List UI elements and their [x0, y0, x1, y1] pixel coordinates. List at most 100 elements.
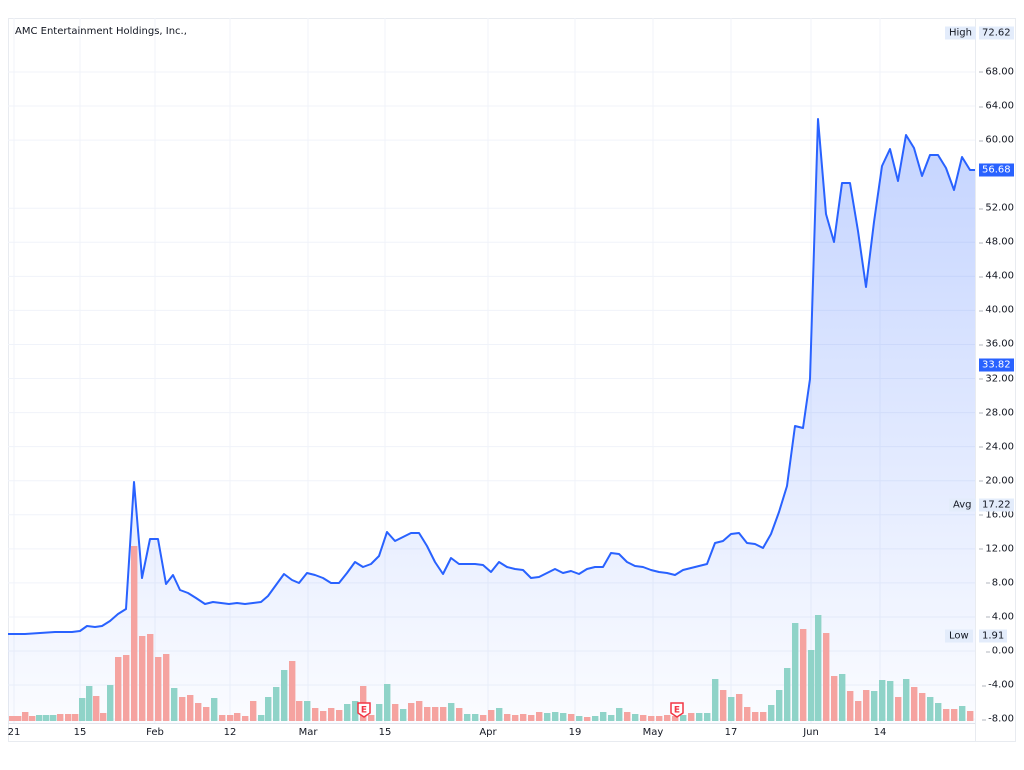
volume-bar — [752, 712, 759, 721]
volume-bar — [416, 701, 423, 721]
volume-bar — [344, 704, 351, 721]
volume-bar — [211, 698, 218, 721]
volume-bar — [9, 716, 16, 721]
volume-bar — [273, 687, 280, 721]
volume-bar — [250, 701, 257, 721]
y-tick-label: 64.00 — [979, 100, 1014, 112]
volume-bar — [831, 676, 838, 721]
x-tick-label: Apr — [479, 727, 497, 738]
volume-bar — [720, 690, 727, 721]
volume-bar — [368, 715, 375, 721]
volume-bar — [927, 697, 934, 721]
volume-bar — [115, 657, 122, 721]
avg-value: 17.22 — [979, 498, 1014, 512]
volume-bar — [36, 715, 43, 721]
volume-bar — [736, 694, 743, 721]
x-tick-label: 15 — [73, 727, 87, 738]
volume-bar — [680, 715, 687, 721]
volume-bar — [664, 715, 671, 721]
x-tick-label: 15 — [378, 727, 392, 738]
volume-bar — [432, 707, 439, 721]
volume-bar — [50, 715, 57, 721]
volume-bar — [163, 654, 170, 721]
high-label: High — [945, 26, 976, 40]
volume-bar — [448, 703, 455, 721]
volume-bar — [79, 698, 86, 721]
volume-bar — [528, 715, 535, 721]
y-tick-label: 28.00 — [979, 407, 1014, 419]
volume-bar — [552, 712, 559, 721]
y-tick-label: 44.00 — [979, 270, 1014, 282]
x-tick-label: 12 — [223, 727, 237, 738]
volume-bar — [800, 629, 807, 721]
volume-bar — [951, 709, 958, 721]
price-axis[interactable] — [975, 18, 1017, 742]
volume-bar — [242, 716, 249, 721]
volume-bar — [744, 707, 751, 721]
volume-bar — [784, 668, 791, 721]
volume-bar — [408, 703, 415, 721]
volume-bar — [147, 634, 154, 721]
volume-bar — [512, 715, 519, 721]
volume-bars — [9, 546, 974, 721]
volume-bar — [935, 703, 942, 721]
volume-bar — [296, 701, 303, 721]
y-tick-label: 52.00 — [979, 202, 1014, 214]
volume-bar — [15, 716, 22, 721]
y-tick-label: 4.00 — [985, 611, 1014, 623]
x-tick-label: Mar — [298, 727, 318, 738]
y-tick-label: 24.00 — [979, 441, 1014, 453]
x-tick-label: 21 — [7, 727, 21, 738]
volume-bar — [57, 714, 64, 721]
volume-bar — [86, 686, 93, 721]
low-value: 1.91 — [979, 629, 1008, 643]
earnings-icon[interactable]: E — [357, 702, 371, 718]
last-price-badge: 56.68 — [979, 163, 1014, 177]
volume-bar — [656, 716, 663, 721]
x-tick-label: 17 — [724, 727, 738, 738]
y-tick-label: 0.00 — [985, 645, 1014, 657]
volume-bar — [855, 701, 862, 721]
volume-bar — [863, 690, 870, 721]
volume-bar — [792, 623, 799, 721]
volume-bar — [93, 696, 100, 721]
volume-bar — [616, 708, 623, 721]
volume-bar — [632, 714, 639, 721]
volume-bar — [234, 713, 241, 721]
volume-bar — [219, 715, 226, 721]
avg-label: Avg — [949, 498, 976, 512]
y-tick-label: 68.00 — [979, 66, 1014, 78]
volume-bar — [967, 711, 974, 721]
volume-bar — [712, 679, 719, 721]
volume-bar — [187, 695, 194, 721]
volume-bar — [768, 705, 775, 721]
volume-bar — [496, 708, 503, 721]
volume-bar — [576, 716, 583, 721]
volume-bar — [943, 709, 950, 721]
volume-bar — [155, 657, 162, 721]
chart-frame — [8, 18, 1016, 742]
volume-bar — [258, 715, 265, 721]
volume-bar — [107, 685, 114, 721]
volume-bar — [895, 697, 902, 721]
y-tick-label: 60.00 — [979, 134, 1014, 146]
volume-bar — [100, 713, 107, 721]
y-tick-label: 8.00 — [985, 577, 1014, 589]
time-axis[interactable] — [8, 723, 975, 743]
volume-bar — [760, 712, 767, 721]
volume-bar — [472, 714, 479, 721]
volume-bar — [203, 707, 210, 721]
earnings-icon[interactable]: E — [670, 702, 684, 718]
volume-bar — [688, 713, 695, 721]
volume-bar — [592, 716, 599, 721]
high-value: 72.62 — [979, 26, 1014, 40]
x-tick-label: 19 — [568, 727, 582, 738]
volume-bar — [520, 714, 527, 721]
y-tick-label: -8.00 — [982, 713, 1014, 725]
volume-bar — [815, 615, 822, 721]
volume-bar — [640, 715, 647, 721]
y-tick-label: 20.00 — [979, 475, 1014, 487]
volume-bar — [392, 704, 399, 721]
volume-bar — [871, 691, 878, 721]
